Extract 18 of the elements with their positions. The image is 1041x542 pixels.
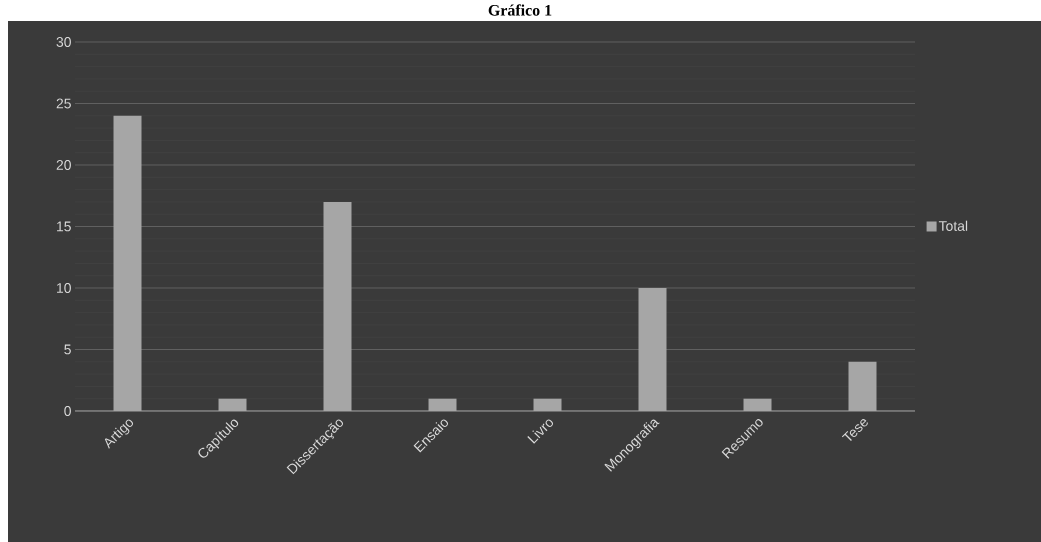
bar xyxy=(533,398,562,411)
bar xyxy=(848,361,877,411)
bar xyxy=(218,398,247,411)
bar xyxy=(323,201,352,411)
legend-label: Total xyxy=(938,220,968,231)
y-tick-label: 10 xyxy=(57,283,71,293)
bar xyxy=(113,115,142,411)
bar xyxy=(743,398,772,411)
bar xyxy=(428,398,457,411)
y-tick-label: 5 xyxy=(64,344,71,355)
y-tick-label: 15 xyxy=(57,221,71,232)
bar xyxy=(638,287,667,411)
y-tick-label: 30 xyxy=(56,37,71,47)
y-tick-label: 25 xyxy=(56,98,71,109)
y-tick-label: 0 xyxy=(64,406,71,416)
y-tick-label: 20 xyxy=(56,160,71,170)
x-tick-label: Tese xyxy=(841,419,868,442)
chart-title: Gráfico 1 xyxy=(488,4,552,16)
